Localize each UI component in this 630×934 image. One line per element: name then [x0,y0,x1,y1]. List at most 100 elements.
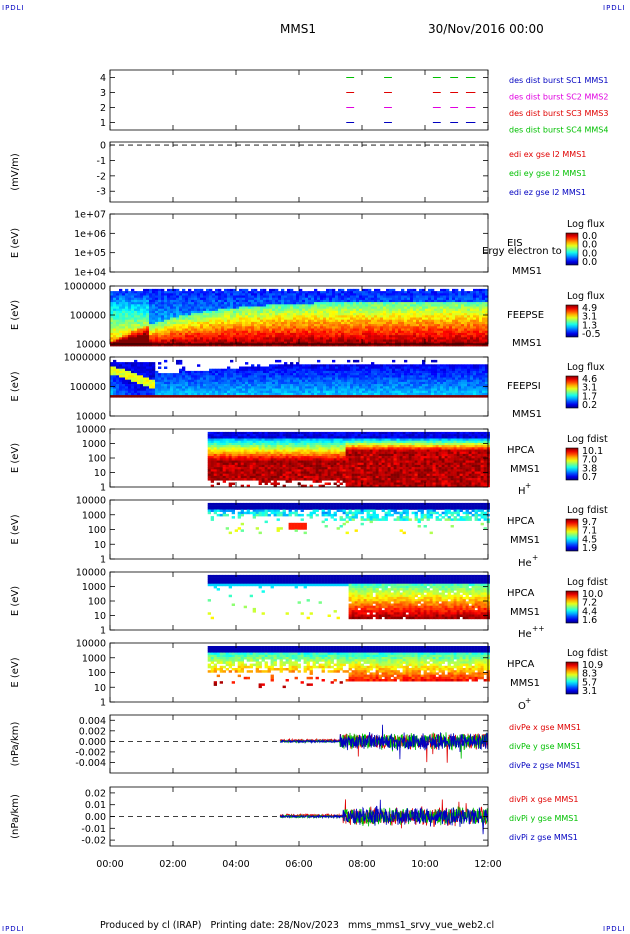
y-axis-label: E (eV) [10,228,21,258]
legend-entry: divPe x gse MMS1 [509,723,581,732]
spacecraft-label: MMS1 [512,266,542,277]
panel-edi: 0 -1 -2 -3 (mV/m) edi ex gse l2 MMS1 edi ey gs… [10,141,587,203]
colorbar-tick-label: 3.1 [582,312,597,323]
colorbar-tick-label: 4.5 [582,534,597,545]
y-tick-label: 1e+06 [74,229,106,240]
species-label: He [518,629,532,640]
y-tick-label: 100 [88,597,106,608]
y-tick-label: 1000 [82,439,106,450]
y-tick-label: 1 [100,483,106,494]
x-tick-label: 08:00 [348,859,375,870]
colorbar-tick-label: -0.5 [582,329,601,340]
colorbar-tick-label: 7.0 [582,455,597,466]
panel-eis: 1e+07 1e+06 1e+05 1e+04 E (eV) EIS MMS1 Ergy el… [10,210,605,279]
species-charge: + [525,696,531,705]
spacecraft-label: MMS1 [510,535,540,546]
x-tick-label: 00:00 [96,859,123,870]
y-tick-label: 10 [94,683,106,694]
y-tick-label: 10000 [76,340,106,351]
colorbar-tick-label: 0.0 [582,240,597,251]
legend-entry: divPi y gse MMS1 [509,814,578,823]
instrument-label: EIS [507,238,523,249]
y-axis-label: E (eV) [10,371,21,401]
colorbar-tick-label: 4.6 [582,374,597,385]
y-tick-label: 10 [94,611,106,622]
species-label: O [518,701,526,712]
y-tick-label: -0.02 [81,836,106,847]
colorbar-tick-label: 0.0 [582,257,597,268]
legend-entry: divPe z gse MMS1 [509,761,580,770]
y-tick-label: -2 [97,171,106,182]
colorbar-tick-label: 8.3 [582,669,597,680]
y-tick-label: 1 [100,698,106,709]
spacecraft-label: MMS1 [510,678,540,689]
spacecraft-label: MMS1 [512,409,542,420]
colorbar-tick-label: 7.1 [582,526,597,537]
y-tick-label: 100000 [70,311,106,322]
y-tick-label: 0.00 [85,812,106,823]
y-tick-label: 1000 [82,653,106,664]
colorbar-tick-label: 0.2 [582,400,597,411]
panel-frame [109,69,489,131]
y-tick-label: -0.002 [75,747,106,758]
y-tick-label: -3 [97,187,106,198]
spacecraft-label: MMS1 [510,464,540,475]
heatmap-hpca_h [207,431,490,488]
colorbar-tick-label: 9.7 [582,517,597,528]
colorbar [565,590,579,624]
instrument-label: FEEPSI [507,381,541,392]
colorbar-title: Log flux [567,291,605,302]
corner-label-top-left: IPDLI [2,4,25,12]
x-tick-label: 12:00 [474,859,501,870]
colorbar-tick-label: 1.7 [582,391,597,402]
y-tick-label: 100000 [70,382,106,393]
spacecraft-label: MMS1 [510,607,540,618]
y-tick-label: -1 [97,156,106,167]
corner-label-top-right: IPDLI [603,4,626,12]
instrument-label: HPCA [507,588,535,599]
footer-text: Produced by cl (IRAP) Printing date: 28/… [100,920,495,931]
y-tick-label: 0.000 [79,737,106,748]
y-tick-label: -0.01 [81,824,106,835]
colorbar-tick-label: 3.8 [582,463,597,474]
y-tick-label: 1000 [82,582,106,593]
colorbar-tick-label: 0.0 [582,231,597,242]
instrument-label: HPCA [507,445,535,456]
colorbar [565,447,579,481]
colorbar-title: Log fdist [567,434,608,445]
species-charge: ++ [532,624,545,633]
instrument-label: HPCA [507,516,535,527]
y-axis-label: E (eV) [10,443,21,473]
colorbar-tick-label: 4.9 [582,303,597,314]
x-tick-label: 10:00 [411,859,438,870]
heatmap-feepse [110,288,489,347]
colorbar-tick-label: 4.4 [582,606,597,617]
y-tick-label: 100 [88,525,106,536]
spacecraft-title: MMS1 [280,22,316,36]
colorbar-tick-label: 0.0 [582,248,597,259]
colorbar-tick-label: 10.9 [582,660,603,671]
date-title: 30/Nov/2016 00:00 [428,22,544,36]
y-tick-label: 1 [100,555,106,566]
panel-frame [109,213,489,273]
colorbar-tick-label: 1.6 [582,615,597,626]
y-tick-label: 1000 [82,510,106,521]
panel-frame [109,141,489,203]
corner-label-bottom-right: IPDLI [603,925,626,933]
colorbar-tick-label: 3.1 [582,383,597,394]
y-axis-label: E (eV) [10,657,21,687]
instrument-label: HPCA [507,659,535,670]
legend-entry: divPi z gse MMS1 [509,833,578,842]
legend-entry: des dist burst SC4 MMS4 [509,126,608,135]
colorbar-tick-label: 1.3 [582,320,597,331]
y-tick-label: 0.01 [85,800,106,811]
colorbar-tick-label: 0.7 [582,472,597,483]
y-tick-label: 0.004 [79,716,106,727]
y-tick-label: 10000 [76,568,106,579]
y-axis-label: (nPa/km) [10,794,21,839]
y-axis-label: (nPa/km) [10,722,21,767]
legend-entry: edi ex gse l2 MMS1 [509,150,586,159]
trace-z [279,724,488,760]
legend-entry: edi ey gse l2 MMS1 [509,169,587,178]
